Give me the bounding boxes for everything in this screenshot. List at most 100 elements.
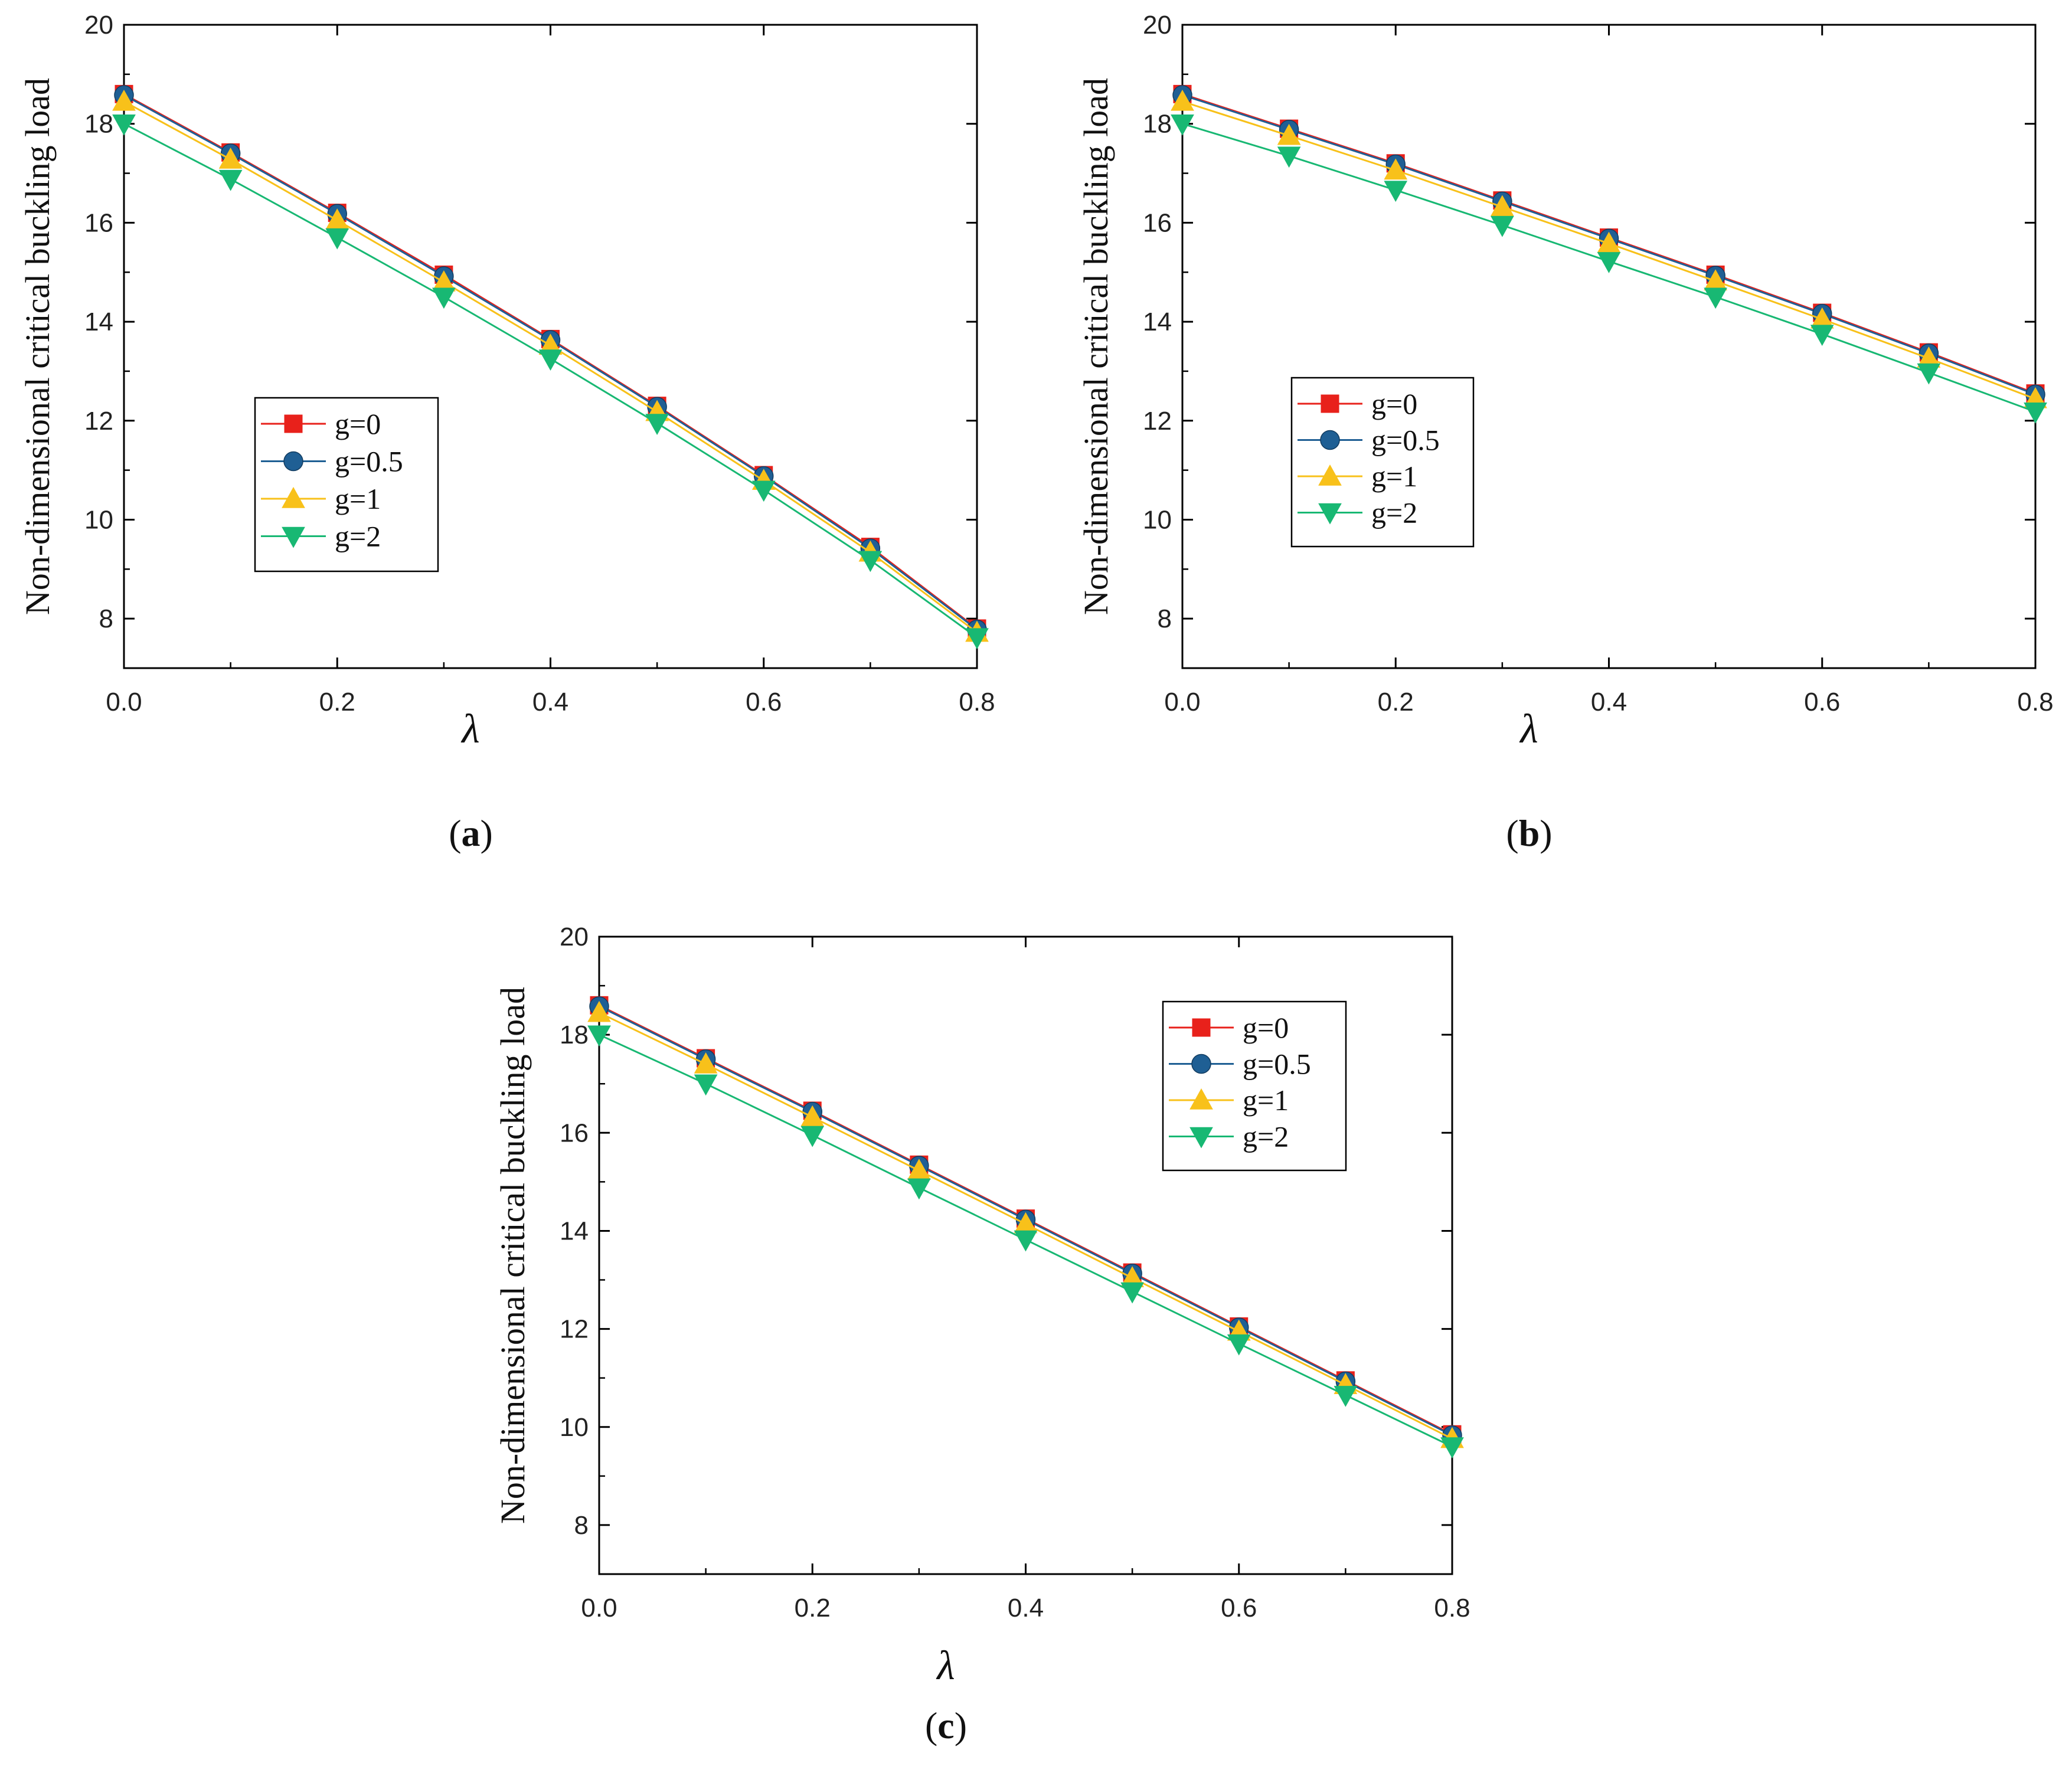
y-tick-label: 16	[1143, 208, 1172, 237]
data-point	[218, 148, 243, 169]
data-point	[1277, 146, 1301, 168]
legend: g=0 g=0.5 g=1 g=2	[254, 397, 439, 573]
data-point	[965, 628, 989, 650]
data-point	[1120, 1282, 1144, 1304]
x-tick-label: 0.6	[746, 688, 782, 717]
legend-label: g=0.5	[335, 445, 403, 478]
y-tick-label: 20	[84, 11, 113, 40]
data-point	[1277, 123, 1301, 145]
panel-caption: (a)	[449, 812, 493, 854]
y-axis-label: Non-dimensional critical buckling load	[18, 78, 57, 615]
data-point	[1917, 363, 1941, 385]
y-tick-label: 12	[1143, 407, 1172, 436]
data-point	[907, 1178, 931, 1200]
series-g=2	[1171, 114, 2047, 424]
legend-marker	[282, 486, 305, 508]
y-tick-label: 20	[560, 923, 589, 951]
x-tick-label: 0.2	[319, 688, 355, 717]
chart-panel-c: 0.0 0.2 0.4 0.6 0.8 8 10 12 14 16 18 20 Non-dimensio…	[494, 923, 1470, 1746]
y-tick-label: 18	[560, 1020, 589, 1049]
data-point	[1384, 158, 1408, 180]
y-tick-label: 16	[560, 1118, 589, 1147]
data-point	[1171, 114, 1194, 136]
y-axis-label: Non-dimensional critical buckling load	[494, 987, 532, 1524]
y-tick-label: 10	[1143, 505, 1172, 534]
data-point	[1491, 215, 1514, 237]
series-g=2	[587, 1025, 1464, 1459]
y-tick-label: 14	[560, 1216, 589, 1245]
y-tick-label: 12	[84, 407, 113, 436]
y-tick-label: 14	[1143, 308, 1172, 336]
data-point	[112, 114, 136, 136]
plot-frame	[1181, 24, 2037, 669]
y-tick-label: 18	[1143, 110, 1172, 139]
data-point	[1384, 181, 1408, 202]
legend-marker	[1321, 394, 1339, 413]
x-tick-label: 0.2	[1378, 688, 1414, 717]
data-point	[1597, 252, 1621, 273]
series-line	[123, 123, 978, 639]
y-axis-label: Non-dimensional critical buckling load	[1077, 78, 1115, 615]
legend-label: g=2	[335, 520, 381, 553]
legend-label: g=1	[1243, 1084, 1289, 1117]
panel-caption: (b)	[1506, 812, 1552, 854]
data-point	[587, 1000, 611, 1022]
legend-label: g=0	[1243, 1011, 1289, 1044]
legend-marker	[1189, 1088, 1213, 1110]
data-point	[645, 414, 669, 435]
data-point	[538, 349, 563, 371]
data-point	[325, 228, 349, 250]
data-point	[1334, 1386, 1358, 1407]
y-tick-label: 10	[560, 1413, 589, 1442]
legend-label: g=2	[1371, 496, 1417, 529]
data-point	[112, 89, 136, 111]
data-point	[1810, 325, 1834, 346]
chart-panel-a: 0.0 0.2 0.4 0.6 0.8 8 10 12 14 16 18 20 Non-dimensio…	[18, 11, 995, 854]
legend-marker	[282, 526, 305, 548]
x-tick-label: 0.0	[581, 1594, 617, 1622]
x-tick-label: 0.8	[959, 688, 995, 717]
x-axis-label: λ	[936, 1643, 955, 1689]
x-tick-label: 0.8	[1434, 1594, 1470, 1622]
x-tick-label: 0.6	[1221, 1594, 1257, 1622]
legend-marker	[283, 451, 303, 472]
x-tick-label: 0.4	[1008, 1594, 1044, 1622]
legend-marker	[1191, 1054, 1211, 1074]
data-point	[1227, 1334, 1251, 1356]
data-point	[587, 1025, 611, 1047]
legend-label: g=2	[1243, 1120, 1289, 1153]
y-tick-label: 18	[84, 110, 113, 139]
legend-label: g=0.5	[1243, 1048, 1311, 1081]
legend-label: g=1	[335, 482, 381, 515]
legend-marker	[1189, 1127, 1213, 1149]
x-tick-label: 0.6	[1804, 688, 1840, 717]
series-g=1	[1171, 89, 2047, 408]
y-tick-label: 16	[84, 208, 113, 237]
data-point	[800, 1126, 825, 1147]
legend-marker	[1318, 503, 1342, 525]
data-point	[694, 1074, 718, 1096]
data-point	[1440, 1437, 1464, 1459]
x-axis-label: λ	[1519, 706, 1538, 752]
x-tick-label: 0.2	[795, 1594, 831, 1622]
y-tick-label: 12	[560, 1315, 589, 1344]
legend: g=0g=0.5g=1g=2	[1290, 377, 1475, 548]
data-point	[218, 169, 243, 191]
legend-marker	[284, 414, 303, 433]
legend-marker	[1318, 464, 1342, 486]
data-point	[751, 480, 776, 502]
legend-marker	[1192, 1018, 1211, 1037]
legend-marker	[1320, 430, 1340, 450]
series-g=2	[112, 114, 989, 650]
legend-label: g=0	[335, 407, 381, 440]
legend: g=0 g=0.5g=1g=2	[1162, 1000, 1347, 1172]
data-point	[2024, 402, 2047, 424]
legend-label: g=0.5	[1371, 424, 1440, 457]
panel-caption: (c)	[925, 1705, 967, 1746]
data-point	[1704, 287, 1727, 309]
x-tick-label: 0.8	[2017, 688, 2053, 717]
x-tick-label: 0.0	[106, 688, 142, 717]
y-tick-label: 8	[1158, 604, 1172, 633]
data-point	[432, 287, 456, 309]
